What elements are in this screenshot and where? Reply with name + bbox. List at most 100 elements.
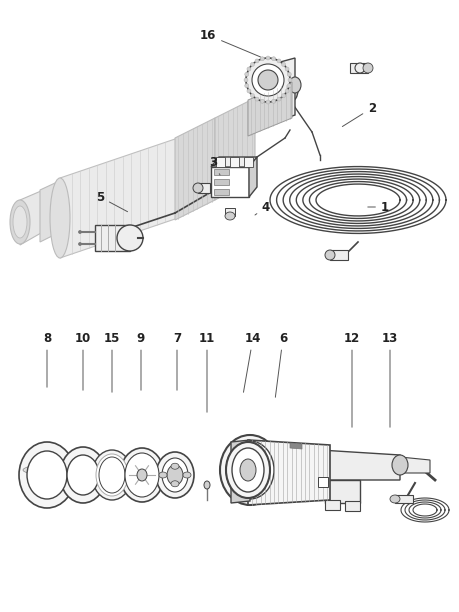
Ellipse shape bbox=[254, 97, 258, 101]
Ellipse shape bbox=[203, 481, 210, 489]
Ellipse shape bbox=[219, 435, 280, 505]
Polygon shape bbox=[216, 157, 224, 167]
Polygon shape bbox=[60, 138, 178, 258]
Ellipse shape bbox=[250, 94, 254, 97]
Polygon shape bbox=[213, 179, 229, 185]
Polygon shape bbox=[344, 501, 359, 511]
Ellipse shape bbox=[78, 242, 81, 245]
Ellipse shape bbox=[281, 78, 297, 102]
Text: 1: 1 bbox=[367, 201, 388, 214]
Polygon shape bbox=[399, 457, 429, 473]
Text: 3: 3 bbox=[208, 155, 219, 175]
Polygon shape bbox=[247, 82, 291, 136]
Text: 9: 9 bbox=[137, 332, 145, 390]
Ellipse shape bbox=[27, 451, 67, 499]
Ellipse shape bbox=[265, 100, 269, 104]
Ellipse shape bbox=[162, 458, 188, 492]
Polygon shape bbox=[40, 177, 68, 242]
Polygon shape bbox=[211, 157, 257, 167]
Ellipse shape bbox=[243, 78, 247, 82]
Ellipse shape bbox=[287, 78, 291, 82]
Ellipse shape bbox=[260, 57, 264, 61]
Ellipse shape bbox=[285, 67, 288, 71]
Ellipse shape bbox=[254, 59, 258, 63]
Ellipse shape bbox=[13, 206, 27, 238]
Ellipse shape bbox=[281, 94, 285, 97]
Ellipse shape bbox=[120, 448, 164, 502]
Polygon shape bbox=[329, 250, 347, 260]
Ellipse shape bbox=[276, 59, 280, 63]
Ellipse shape bbox=[257, 70, 277, 90]
Text: 4: 4 bbox=[254, 201, 269, 215]
Polygon shape bbox=[289, 443, 302, 449]
Ellipse shape bbox=[244, 84, 248, 88]
Ellipse shape bbox=[23, 465, 71, 475]
Ellipse shape bbox=[67, 455, 99, 495]
Ellipse shape bbox=[281, 62, 285, 67]
Polygon shape bbox=[319, 450, 399, 480]
Text: 2: 2 bbox=[341, 102, 375, 127]
Text: 6: 6 bbox=[275, 332, 286, 397]
Ellipse shape bbox=[99, 457, 125, 493]
Text: 11: 11 bbox=[198, 332, 215, 412]
Ellipse shape bbox=[125, 453, 159, 497]
Text: 5: 5 bbox=[95, 190, 127, 212]
Ellipse shape bbox=[252, 64, 283, 96]
Ellipse shape bbox=[354, 63, 364, 73]
Polygon shape bbox=[257, 58, 294, 128]
Ellipse shape bbox=[167, 465, 183, 485]
Polygon shape bbox=[213, 169, 229, 175]
Polygon shape bbox=[325, 500, 339, 510]
Polygon shape bbox=[224, 208, 235, 216]
Ellipse shape bbox=[193, 183, 202, 193]
Text: 7: 7 bbox=[173, 332, 181, 390]
Ellipse shape bbox=[156, 452, 194, 498]
Polygon shape bbox=[248, 157, 257, 197]
Polygon shape bbox=[325, 480, 359, 503]
Polygon shape bbox=[174, 118, 214, 220]
Polygon shape bbox=[20, 185, 55, 245]
Ellipse shape bbox=[137, 469, 147, 481]
Polygon shape bbox=[243, 157, 252, 167]
Ellipse shape bbox=[225, 442, 269, 498]
Ellipse shape bbox=[285, 89, 288, 93]
Text: 10: 10 bbox=[75, 332, 91, 390]
Ellipse shape bbox=[159, 472, 167, 478]
Ellipse shape bbox=[362, 63, 372, 73]
Ellipse shape bbox=[250, 62, 254, 67]
Polygon shape bbox=[394, 495, 412, 503]
Ellipse shape bbox=[276, 97, 280, 101]
Ellipse shape bbox=[10, 200, 30, 244]
Ellipse shape bbox=[246, 89, 251, 93]
Ellipse shape bbox=[389, 495, 399, 503]
Ellipse shape bbox=[288, 77, 300, 93]
Ellipse shape bbox=[224, 212, 235, 220]
Ellipse shape bbox=[78, 231, 81, 234]
Ellipse shape bbox=[286, 72, 291, 76]
Ellipse shape bbox=[96, 454, 128, 496]
Ellipse shape bbox=[171, 463, 179, 469]
Polygon shape bbox=[349, 63, 367, 73]
Ellipse shape bbox=[325, 250, 334, 260]
Polygon shape bbox=[317, 477, 327, 487]
Polygon shape bbox=[213, 189, 229, 195]
Ellipse shape bbox=[244, 72, 248, 76]
Ellipse shape bbox=[391, 455, 407, 475]
Polygon shape bbox=[230, 440, 249, 503]
Polygon shape bbox=[247, 440, 329, 505]
Polygon shape bbox=[197, 183, 210, 193]
Ellipse shape bbox=[225, 441, 274, 499]
Ellipse shape bbox=[231, 448, 263, 492]
Ellipse shape bbox=[60, 447, 106, 503]
Text: 13: 13 bbox=[381, 332, 397, 427]
Ellipse shape bbox=[246, 58, 289, 102]
Text: 16: 16 bbox=[199, 29, 260, 57]
Polygon shape bbox=[211, 167, 248, 197]
Ellipse shape bbox=[19, 442, 75, 508]
Ellipse shape bbox=[265, 56, 269, 60]
Ellipse shape bbox=[92, 450, 132, 500]
Ellipse shape bbox=[271, 57, 275, 61]
Ellipse shape bbox=[183, 472, 190, 478]
Ellipse shape bbox=[117, 225, 143, 251]
Ellipse shape bbox=[50, 178, 70, 258]
